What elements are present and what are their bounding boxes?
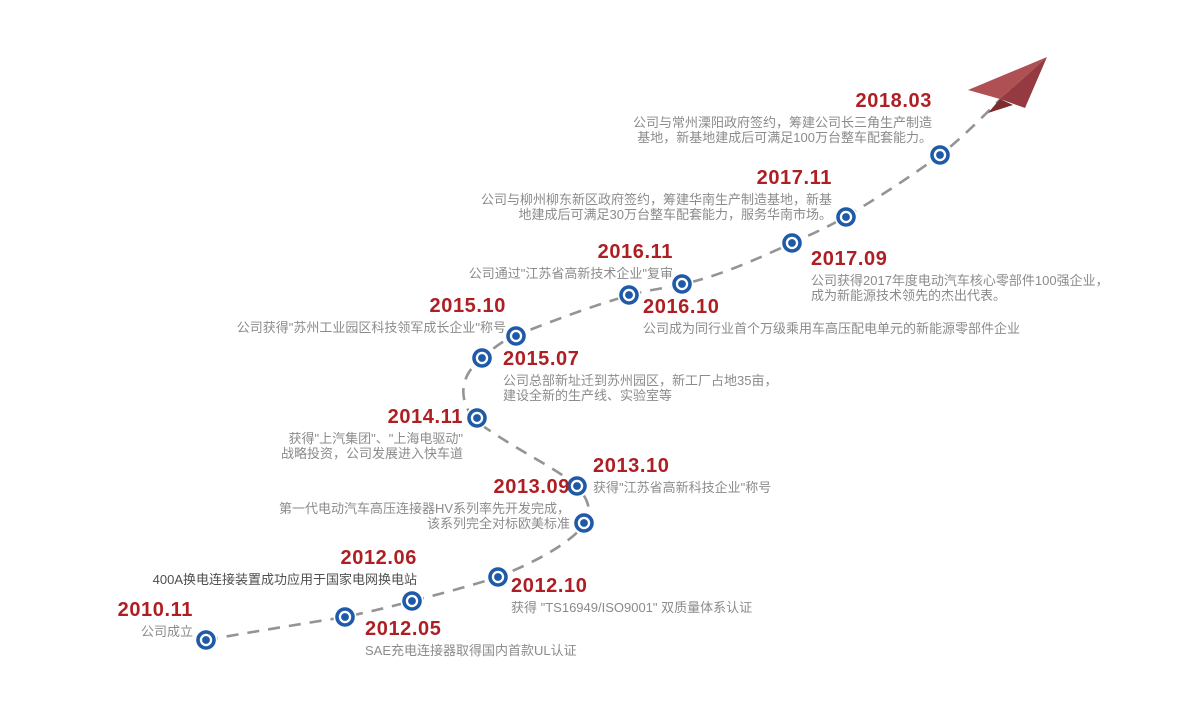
milestone-desc: 公司成立 [140, 624, 193, 639]
milestone-2010-11: 2010.11 公司成立 [117, 599, 193, 640]
timeline-node-2010-11 [194, 628, 218, 652]
milestone-date: 2012.10 [511, 575, 588, 597]
milestone-desc: 获得 "TS16949/ISO9001" 双质量体系认证 [511, 600, 753, 615]
timeline-node-2014-11 [465, 406, 489, 430]
timeline-node-2015-10 [504, 324, 528, 348]
milestone-date: 2012.06 [340, 547, 417, 569]
timeline-node-2012-05 [333, 605, 357, 629]
milestone-desc: SAE充电连接器取得国内首款UL认证 [365, 643, 577, 658]
milestone-2013-10: 2013.10 获得"江苏省高新科技企业"称号 [593, 455, 772, 496]
timeline-node-2012-06 [400, 589, 424, 613]
timeline-node-2012-10 [486, 565, 510, 589]
milestone-2015-10: 2015.10 公司获得"苏州工业园区科技领军成长企业"称号 [236, 295, 506, 336]
milestone-2018-03: 2018.03 公司与常州溧阳政府签约，筹建公司长三角生产制造 基地，新基地建成… [632, 90, 932, 146]
milestone-date: 2010.11 [117, 599, 193, 621]
milestone-2016-10: 2016.10 公司成为同行业首个万级乘用车高压配电单元的新能源零部件企业 [643, 296, 1021, 337]
milestone-2017-09: 2017.09 公司获得2017年度电动汽车核心零部件100强企业， 成为新能源… [811, 248, 1109, 304]
milestone-2012-06: 2012.06 400A换电连接装置成功应用于国家电网换电站 [152, 547, 417, 588]
milestone-2014-11: 2014.11 获得"上汽集团"、"上海电驱动" 战略投资，公司发展进入快车道 [280, 406, 463, 462]
milestone-date: 2013.10 [593, 455, 670, 477]
milestone-date: 2013.09 [493, 476, 570, 498]
milestone-date: 2017.09 [811, 248, 888, 270]
milestone-2017-11: 2017.11 公司与柳州柳东新区政府签约，筹建华南生产制造基地，新基 地建成后… [480, 167, 832, 223]
milestone-desc: 公司与常州溧阳政府签约，筹建公司长三角生产制造 基地，新基地建成后可满足100万… [632, 115, 932, 145]
timeline-node-2016-11 [617, 283, 641, 307]
milestone-desc: 获得"江苏省高新科技企业"称号 [593, 480, 772, 495]
milestone-desc: 公司获得"苏州工业园区科技领军成长企业"称号 [236, 320, 506, 335]
timeline-node-2018-03 [928, 143, 952, 167]
milestone-date: 2016.11 [597, 241, 673, 263]
milestone-2016-11: 2016.11 公司通过"江苏省高新技术企业"复审 [468, 241, 673, 282]
milestone-desc: 公司通过"江苏省高新技术企业"复审 [468, 266, 673, 281]
milestone-date: 2015.10 [429, 295, 506, 317]
milestone-date: 2015.07 [503, 348, 580, 370]
milestone-2012-10: 2012.10 获得 "TS16949/ISO9001" 双质量体系认证 [511, 575, 753, 616]
timeline-node-2015-07 [470, 346, 494, 370]
milestone-desc: 第一代电动汽车高压连接器HV系列率先开发完成， 该系列完全对标欧美标准 [278, 501, 570, 531]
milestone-desc: 获得"上汽集团"、"上海电驱动" 战略投资，公司发展进入快车道 [280, 431, 463, 461]
milestone-desc: 公司总部新址迁到苏州园区，新工厂占地35亩， 建设全新的生产线、实验室等 [503, 373, 778, 403]
timeline-path [205, 87, 1013, 642]
milestone-date: 2012.05 [365, 618, 442, 640]
milestone-desc: 公司获得2017年度电动汽车核心零部件100强企业， 成为新能源技术领先的杰出代… [811, 273, 1109, 303]
milestone-date: 2017.11 [756, 167, 832, 189]
milestone-desc: 公司与柳州柳东新区政府签约，筹建华南生产制造基地，新基 地建成后可满足30万台整… [480, 192, 832, 222]
milestone-date: 2014.11 [387, 406, 463, 428]
timeline-node-2017-09 [780, 231, 804, 255]
milestone-desc: 400A换电连接装置成功应用于国家电网换电站 [152, 572, 417, 587]
timeline-node-2017-11 [834, 205, 858, 229]
milestone-date: 2016.10 [643, 296, 720, 318]
milestone-2012-05: 2012.05 SAE充电连接器取得国内首款UL认证 [365, 618, 577, 659]
milestone-date: 2018.03 [855, 90, 932, 112]
paper-plane-icon [968, 57, 1047, 113]
milestone-desc: 公司成为同行业首个万级乘用车高压配电单元的新能源零部件企业 [643, 321, 1021, 336]
milestone-2015-07: 2015.07 公司总部新址迁到苏州园区，新工厂占地35亩， 建设全新的生产线、… [503, 348, 778, 404]
timeline-node-2013-09 [572, 511, 596, 535]
timeline-node-2016-10 [670, 272, 694, 296]
milestone-2013-09: 2013.09 第一代电动汽车高压连接器HV系列率先开发完成， 该系列完全对标欧… [278, 476, 570, 532]
